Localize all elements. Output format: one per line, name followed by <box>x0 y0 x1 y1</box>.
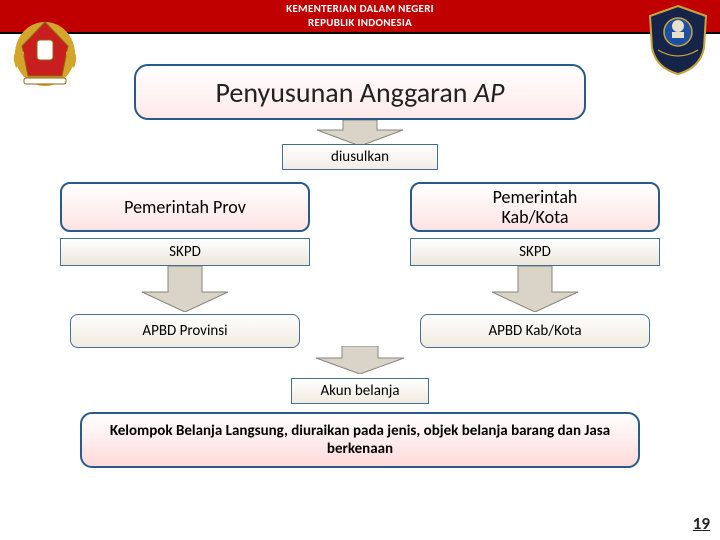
arrow-converge <box>0 346 720 374</box>
diusulkan-row: diusulkan <box>0 144 720 170</box>
gov-kabkota-label: Pemerintah Kab/Kota <box>493 187 578 227</box>
column-kabkota: Pemerintah Kab/Kota SKPD APBD Kab/Kota <box>410 182 660 348</box>
akun-row: Akun belanja <box>0 378 720 404</box>
apbd-kabkota-box: APBD Kab/Kota <box>420 314 650 348</box>
arrow-prov-down <box>130 266 240 312</box>
gov-kabkota-box: Pemerintah Kab/Kota <box>410 182 660 232</box>
arrow-title-to-diusulkan <box>0 120 720 146</box>
arrow-kabkota-down <box>480 266 590 312</box>
apbd-prov-box: APBD Provinsi <box>70 314 300 348</box>
header-line1: KEMENTERIAN DALAM NEGERI <box>0 2 720 16</box>
title-plain: Penyusunan Anggaran <box>216 75 474 110</box>
title-italic: AP <box>474 75 505 110</box>
diusulkan-box: diusulkan <box>282 144 438 170</box>
title-box: Penyusunan Anggaran AP <box>134 64 586 120</box>
header-bar: KEMENTERIAN DALAM NEGERI REPUBLIK INDONE… <box>0 0 720 34</box>
two-columns: Pemerintah Prov SKPD APBD Provinsi Pemer… <box>0 182 720 348</box>
column-prov: Pemerintah Prov SKPD APBD Provinsi <box>60 182 310 348</box>
gov-prov-box: Pemerintah Prov <box>60 182 310 232</box>
header-line2: REPUBLIK INDONESIA <box>0 16 720 30</box>
bottom-box: Kelompok Belanja Langsung, diuraikan pad… <box>80 412 640 468</box>
skpd-kabkota-box: SKPD <box>410 238 660 266</box>
skpd-prov-box: SKPD <box>60 238 310 266</box>
garuda-emblem-icon <box>10 10 80 90</box>
page-number: 19 <box>693 513 710 534</box>
title-text: Penyusunan Anggaran AP <box>216 75 505 110</box>
kemendagri-emblem-icon <box>646 4 710 76</box>
akun-box: Akun belanja <box>291 378 428 404</box>
title-block: Penyusunan Anggaran AP <box>0 64 720 120</box>
bottom-row: Kelompok Belanja Langsung, diuraikan pad… <box>0 412 720 468</box>
